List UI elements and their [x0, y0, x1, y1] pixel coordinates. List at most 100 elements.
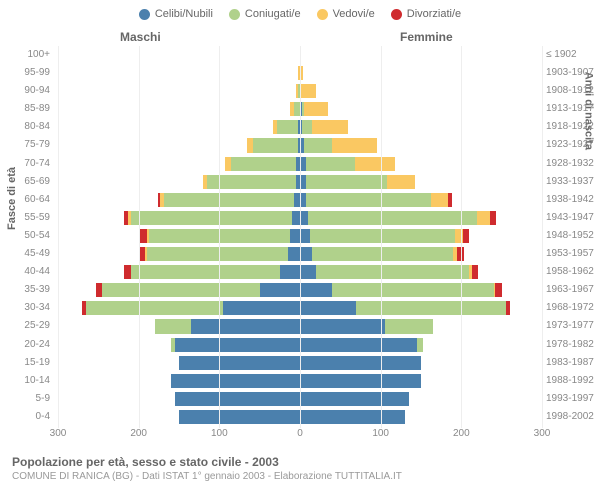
male-bar: [171, 374, 300, 388]
birth-label: 1993-1997: [542, 390, 600, 408]
bar-segment: [506, 301, 510, 315]
age-label: 95-99: [0, 64, 54, 82]
bar-segment: [277, 120, 297, 134]
bar-segment: [448, 193, 452, 207]
bar-segment: [300, 319, 385, 333]
female-bar: [300, 392, 409, 406]
birth-label: 1998-2002: [542, 408, 600, 426]
bar-segment: [86, 301, 223, 315]
bar-segment: [280, 265, 300, 279]
male-bar: [273, 120, 300, 134]
female-bar: [300, 247, 464, 261]
bar-segment: [312, 247, 453, 261]
legend-item: Vedovi/e: [317, 8, 375, 20]
age-label: 20-24: [0, 336, 54, 354]
footer: Popolazione per età, sesso e stato civil…: [12, 455, 402, 482]
gridline: [461, 46, 462, 428]
x-tick-label: 100: [211, 428, 228, 439]
female-bar: [300, 175, 415, 189]
female-header: Femmine: [400, 30, 453, 44]
bar-segment: [288, 247, 300, 261]
bar-segment: [147, 247, 288, 261]
gridline: [58, 46, 59, 428]
x-tick-label: 300: [50, 428, 67, 439]
age-label: 0-4: [0, 408, 54, 426]
bar-segment: [332, 138, 376, 152]
birth-label: 1978-1982: [542, 336, 600, 354]
age-label: 80-84: [0, 118, 54, 136]
bar-segment: [223, 301, 300, 315]
x-tick-label: 0: [297, 428, 303, 439]
bar-segment: [131, 265, 280, 279]
legend-label: Coniugati/e: [245, 8, 301, 20]
birth-label: ≤ 1902: [542, 46, 600, 64]
female-bar: [300, 356, 421, 370]
birth-label: 1958-1962: [542, 263, 600, 281]
bar-segment: [179, 410, 300, 424]
male-bar: [171, 338, 300, 352]
x-tick-label: 300: [534, 428, 551, 439]
female-bar: [300, 120, 348, 134]
age-label: 15-19: [0, 354, 54, 372]
bar-segment: [191, 319, 300, 333]
bar-segment: [300, 410, 405, 424]
bar-segment: [290, 229, 300, 243]
bar-segment: [306, 175, 387, 189]
male-bar: [124, 265, 300, 279]
bar-segment: [253, 138, 297, 152]
bar-segment: [304, 138, 332, 152]
legend: Celibi/NubiliConiugati/eVedovi/eDivorzia…: [0, 0, 600, 24]
age-label: 90-94: [0, 82, 54, 100]
age-label: 30-34: [0, 299, 54, 317]
age-label: 85-89: [0, 100, 54, 118]
male-bar: [203, 175, 300, 189]
x-tick-label: 200: [453, 428, 470, 439]
bar-segment: [308, 211, 477, 225]
female-bar: [300, 374, 421, 388]
bar-segment: [417, 338, 423, 352]
female-bar: [300, 138, 377, 152]
bar-segment: [300, 265, 316, 279]
legend-swatch: [391, 9, 402, 20]
birth-label: 1963-1967: [542, 281, 600, 299]
age-label: 55-59: [0, 209, 54, 227]
bar-segment: [332, 283, 493, 297]
male-bar: [158, 193, 300, 207]
female-bar: [300, 301, 510, 315]
male-bar: [96, 283, 300, 297]
female-bar: [300, 211, 496, 225]
male-bar: [175, 392, 300, 406]
bar-segment: [355, 157, 395, 171]
age-labels: 100+95-9990-9485-8980-8475-7970-7465-696…: [0, 46, 54, 426]
male-bar: [179, 410, 300, 424]
gridline: [381, 46, 382, 428]
bar-segment: [300, 211, 308, 225]
bar-segment: [175, 392, 300, 406]
birth-label: 1973-1977: [542, 317, 600, 335]
male-bar: [179, 356, 300, 370]
gridline: [542, 46, 543, 428]
bar-segment: [300, 356, 421, 370]
bar-segment: [260, 283, 300, 297]
bar-segment: [477, 211, 489, 225]
bar-segment: [171, 374, 300, 388]
male-header: Maschi: [120, 30, 161, 44]
bar-segment: [310, 229, 455, 243]
birth-label: 1948-1952: [542, 227, 600, 245]
age-label: 50-54: [0, 227, 54, 245]
chart-title: Popolazione per età, sesso e stato civil…: [12, 455, 402, 469]
bar-segment: [300, 374, 421, 388]
chart-subtitle: COMUNE DI RANICA (BG) - Dati ISTAT 1° ge…: [12, 471, 402, 482]
legend-item: Celibi/Nubili: [139, 8, 213, 20]
legend-swatch: [139, 9, 150, 20]
bar-segment: [300, 84, 316, 98]
female-bar: [300, 319, 433, 333]
age-label: 10-14: [0, 372, 54, 390]
gridline: [219, 46, 220, 428]
bar-segment: [463, 229, 469, 243]
age-label: 100+: [0, 46, 54, 64]
birth-label: 1908-1912: [542, 82, 600, 100]
female-bar: [300, 265, 478, 279]
bar-segment: [300, 247, 312, 261]
birth-label: 1988-1992: [542, 372, 600, 390]
